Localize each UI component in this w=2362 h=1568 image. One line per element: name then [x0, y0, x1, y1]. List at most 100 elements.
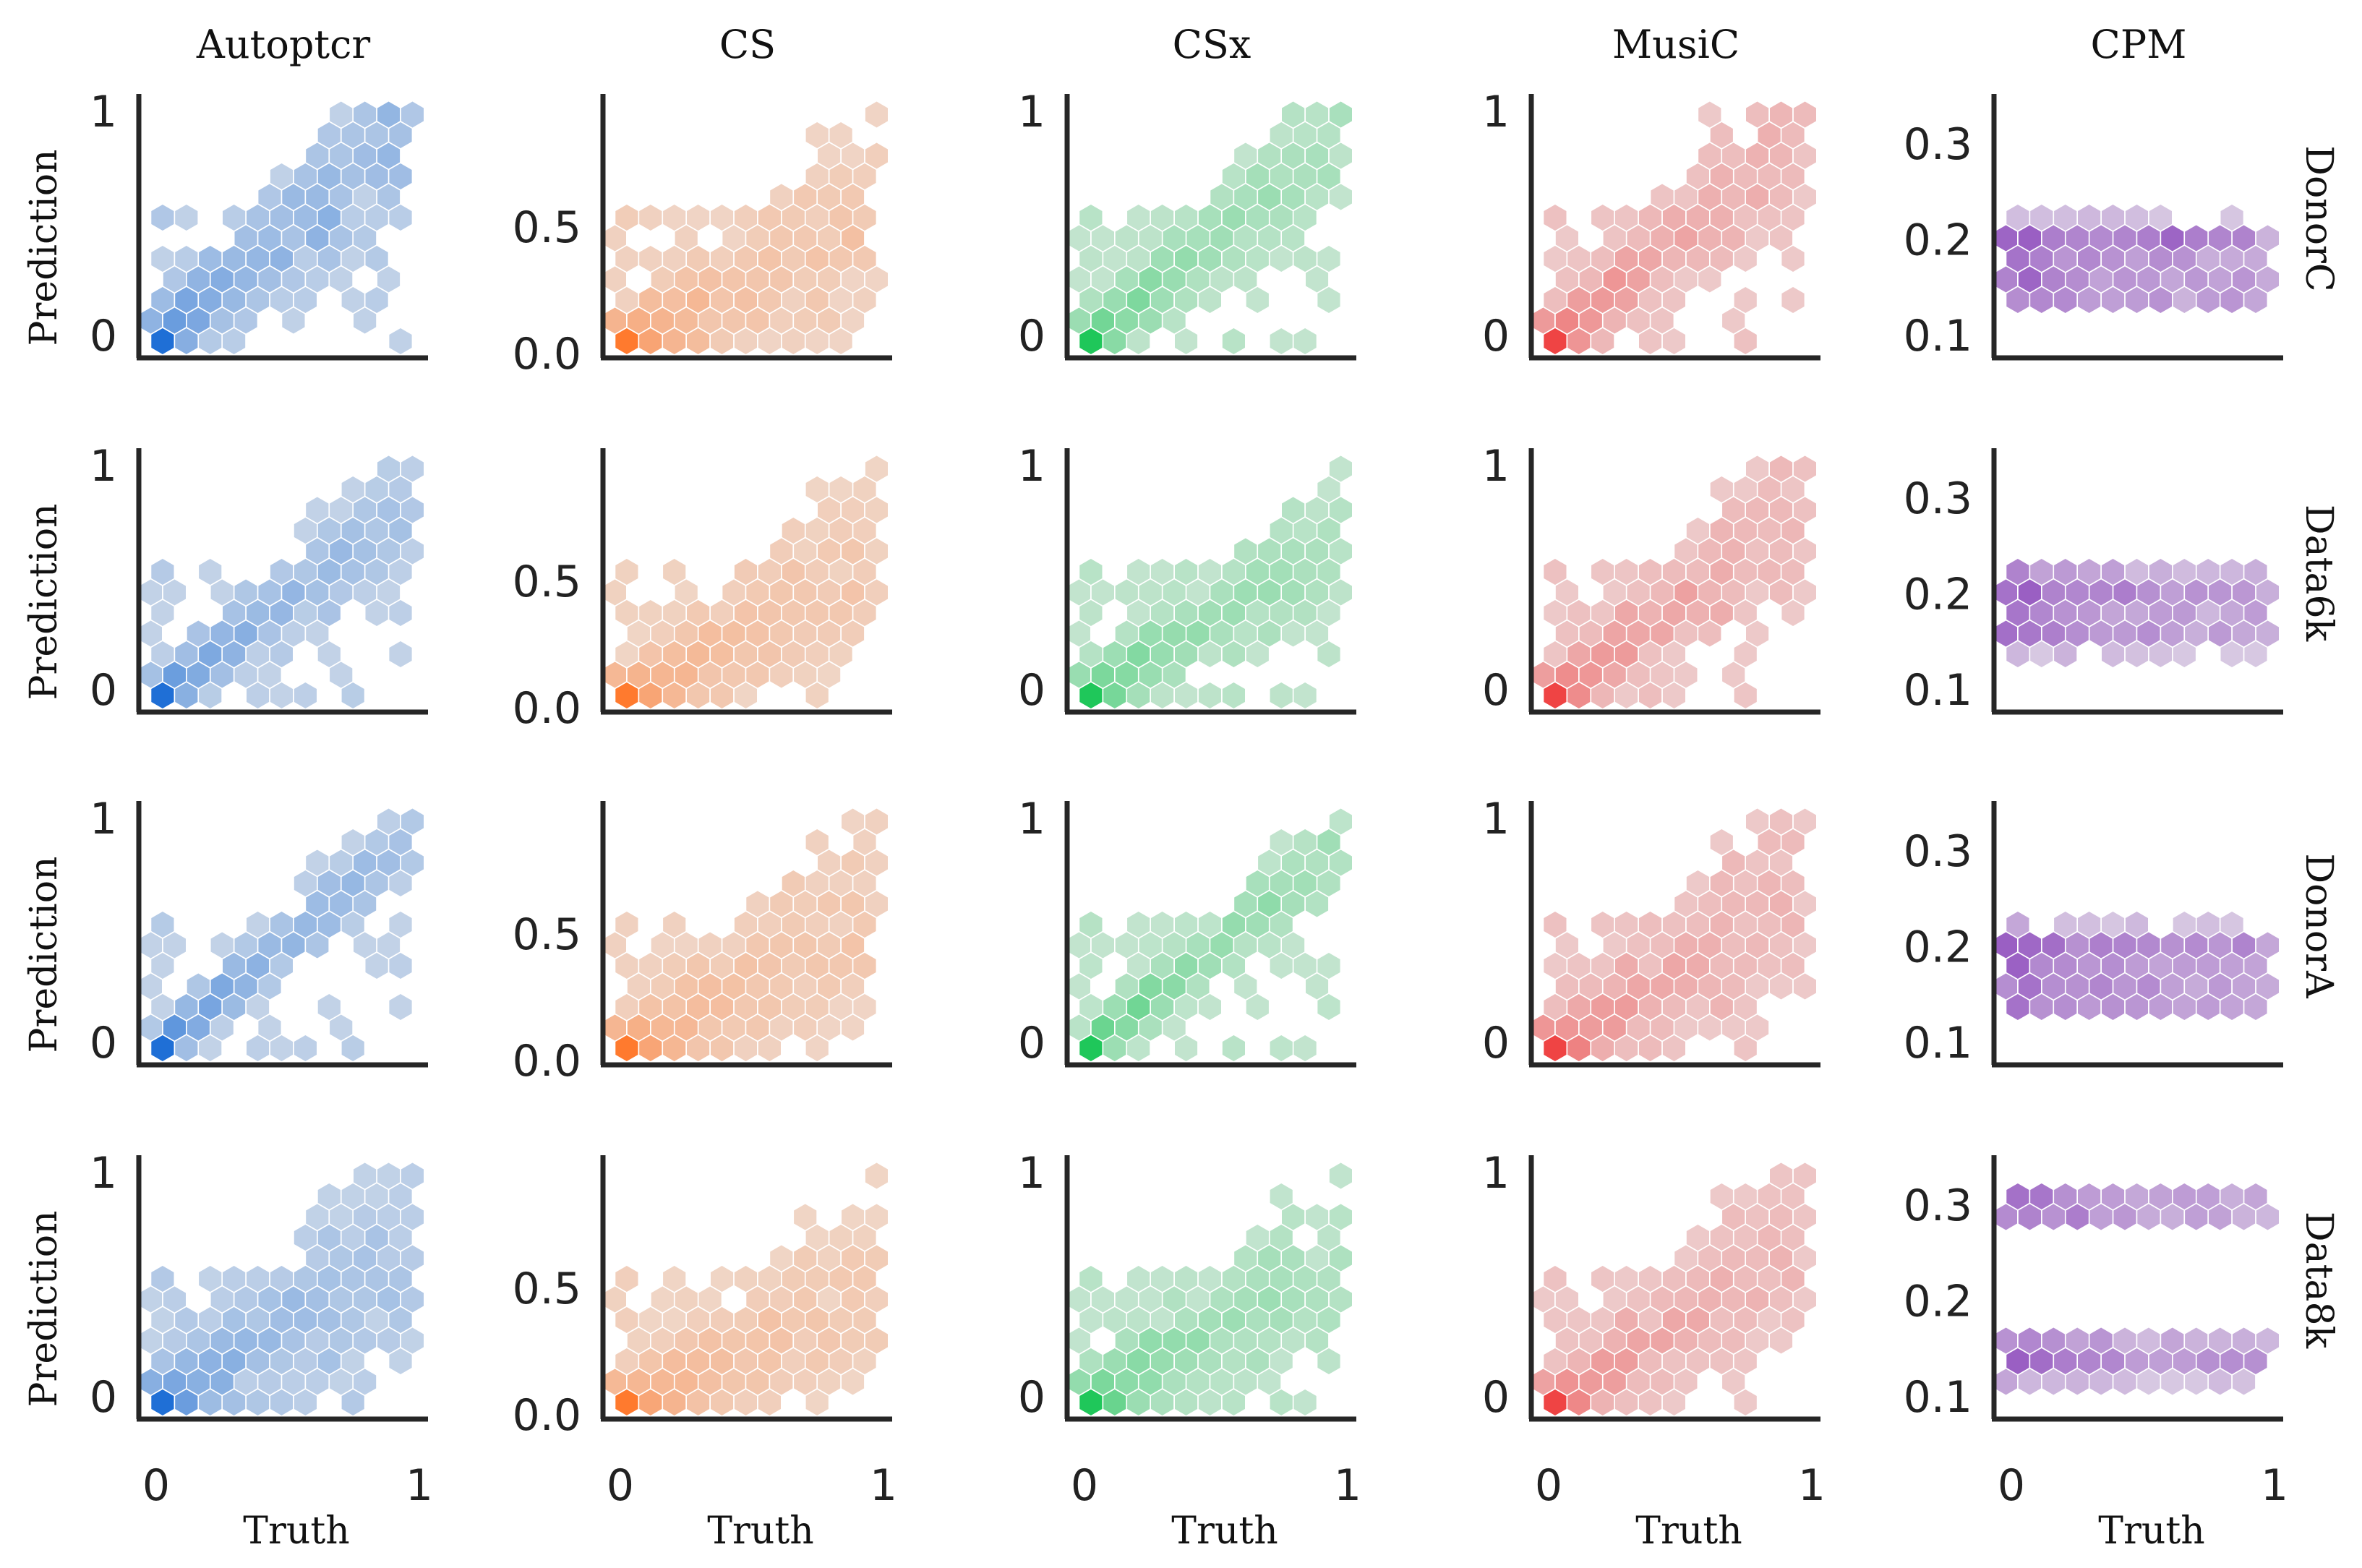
hex-bin: [829, 122, 852, 148]
hex-bin: [1686, 994, 1709, 1020]
hex-bin: [2042, 1327, 2065, 1354]
hex-bin: [711, 1389, 734, 1415]
hex-bin: [199, 1307, 222, 1333]
hex-bin: [294, 163, 317, 189]
hex-bin: [354, 225, 377, 252]
hex-bin: [341, 1225, 364, 1251]
hex-bin: [354, 307, 377, 334]
hex-bin: [2018, 266, 2041, 293]
hex-bin: [1758, 122, 1781, 148]
hex-bin: [2042, 620, 2065, 647]
hex-bin: [330, 1327, 353, 1354]
hex-bin: [842, 307, 865, 334]
hex-bin: [758, 1307, 781, 1333]
hex-bin: [306, 849, 329, 876]
hex-bin: [734, 641, 757, 667]
hex-bin: [1579, 307, 1602, 334]
hex-bin: [794, 661, 817, 688]
hex-bin: [675, 1286, 698, 1313]
hex-bin: [782, 953, 805, 979]
hex-bin: [1615, 994, 1638, 1020]
hex-bin: [341, 912, 364, 938]
hex-bin: [1258, 579, 1281, 606]
hex-bin: [2209, 932, 2232, 959]
hex-bin: [722, 1327, 745, 1354]
x-axis-title: Truth: [1171, 1509, 1278, 1553]
hex-bin: [1567, 682, 1591, 708]
hex-bin: [2054, 912, 2077, 938]
hex-bin: [853, 287, 876, 313]
hex-bin: [234, 266, 257, 293]
hex-bin: [1163, 1014, 1186, 1041]
hex-bin: [663, 1389, 686, 1415]
hex-bin: [1686, 246, 1709, 272]
hex-bin: [794, 225, 817, 252]
hex-bin: [1615, 559, 1638, 585]
hex-bin: [746, 225, 769, 252]
hex-bin: [270, 953, 293, 979]
hex-bin: [711, 1348, 734, 1374]
y-tick-label: 1: [1018, 1148, 1045, 1199]
hex-bin: [210, 620, 234, 647]
hex-bin: [306, 891, 329, 917]
hex-bin: [1127, 994, 1150, 1020]
hex-bin: [782, 870, 805, 896]
hex-bin: [1091, 307, 1114, 334]
column-title-cpm: CPM: [2091, 22, 2187, 67]
hex-bin: [698, 307, 722, 334]
hex-bin: [639, 328, 662, 354]
hex-bin: [330, 1368, 353, 1395]
hex-bin: [1555, 307, 1578, 334]
hex-bin: [865, 579, 888, 606]
hex-bin: [377, 1327, 401, 1354]
hex-bin: [1591, 559, 1614, 585]
hex-bin: [330, 1286, 353, 1313]
hex-bin: [818, 1368, 841, 1395]
hex-bin: [1317, 122, 1340, 148]
hex-bin: [306, 184, 329, 210]
hex-bin: [1544, 953, 1567, 979]
hex-bin: [2209, 266, 2232, 293]
hex-bin: [365, 829, 388, 855]
y-tick-label: 0.2: [1904, 215, 1972, 266]
hex-bin: [317, 1266, 341, 1292]
hex-bin: [770, 307, 793, 334]
hex-bin: [1639, 1348, 1662, 1374]
hex-bin: [2078, 205, 2101, 231]
hex-bin: [1293, 559, 1317, 585]
hex-bin: [829, 205, 852, 231]
hex-bin: [1651, 932, 1674, 959]
hex-bin: [2125, 912, 2148, 938]
hex-bin: [1246, 1307, 1269, 1333]
hex-bin: [675, 932, 698, 959]
hex-bin: [1115, 620, 1138, 647]
hex-bin: [1758, 559, 1781, 585]
hex-bin: [1115, 661, 1138, 688]
hex-bin: [651, 266, 674, 293]
labels-layer: Autoptcr CS CSx MusiC CPMDonorCData6kDonorAD…: [22, 22, 2340, 1553]
hex-bin: [2233, 973, 2256, 1000]
hex-bin: [2102, 953, 2125, 979]
hex-bin: [2018, 973, 2041, 1000]
hex-bin: [151, 641, 174, 667]
hex-bin: [1103, 1348, 1126, 1374]
hex-bin: [734, 328, 757, 354]
hex-bin: [1674, 891, 1698, 917]
hex-bin: [734, 994, 757, 1020]
hex-bin: [615, 1389, 638, 1415]
hex-bin: [1686, 1266, 1709, 1292]
hex-bin: [651, 1014, 674, 1041]
hex-bin: [1234, 266, 1257, 293]
hex-bin: [1734, 1389, 1757, 1415]
hex-bin: [687, 287, 710, 313]
hex-bin: [805, 953, 829, 979]
hex-bin: [1686, 953, 1709, 979]
hex-bin: [1615, 1389, 1638, 1415]
hex-bin: [2220, 1183, 2243, 1209]
hex-bin: [1258, 620, 1281, 647]
hex-bin: [1067, 661, 1090, 688]
hex-bin: [258, 661, 281, 688]
hex-bin: [306, 932, 329, 959]
hex-bin: [163, 932, 186, 959]
hex-bin: [2030, 246, 2053, 272]
